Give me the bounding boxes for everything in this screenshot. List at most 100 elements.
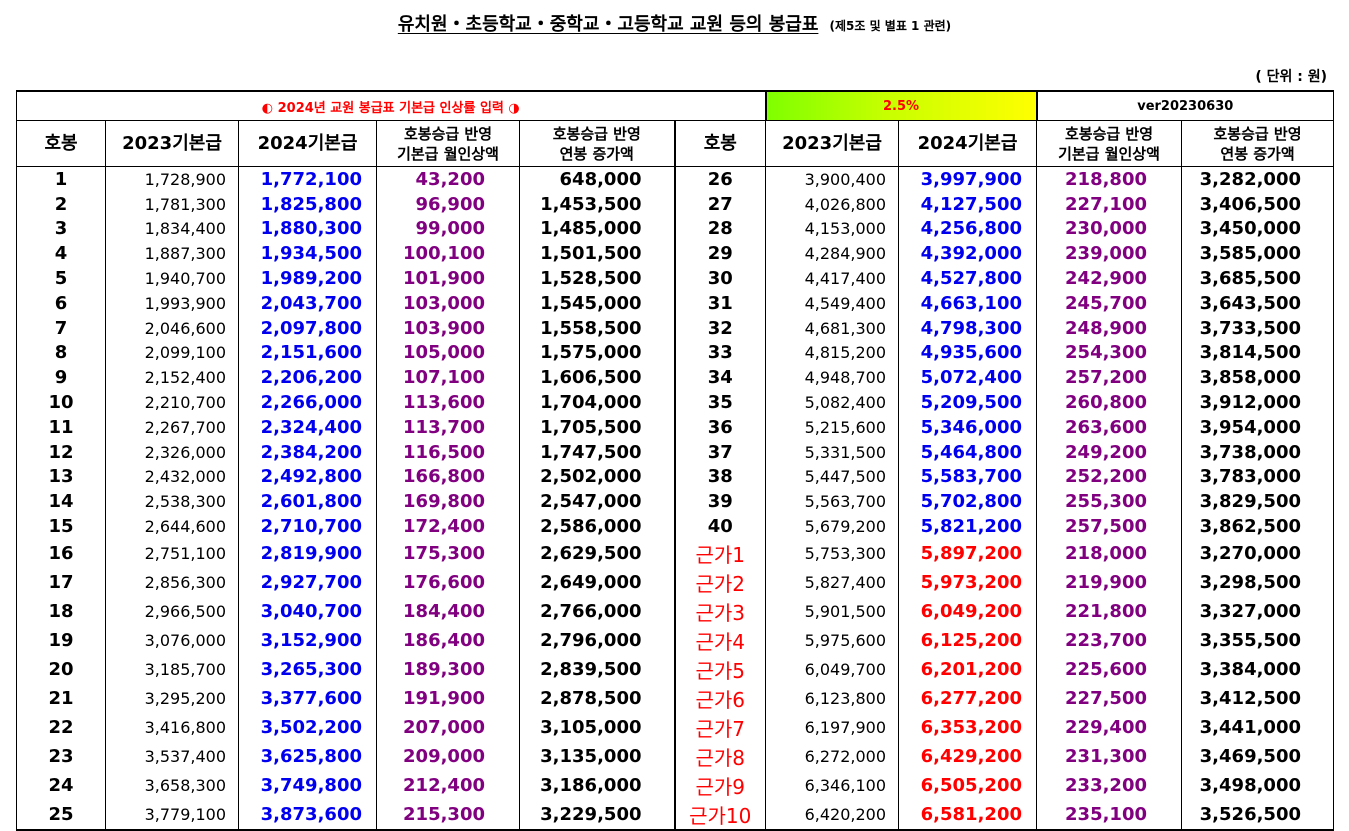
left-pay-2023-cell: 2,966,500: [105, 596, 239, 626]
header-annual-increase-line1: 호봉승급 반영: [552, 124, 641, 143]
right-annual-increase-cell: 3,738,000: [1180, 439, 1335, 465]
right-annual-increase-cell: 3,954,000: [1180, 414, 1335, 440]
left-annual-increase-cell: 1,747,500: [519, 439, 675, 465]
right-annual-increase-cell: 3,814,500: [1180, 340, 1335, 366]
right-pay-2024-cell: 6,581,200: [898, 799, 1037, 831]
left-pay-2024-cell: 3,625,800: [238, 741, 377, 771]
right-pay-2023-cell: 5,827,400: [765, 567, 899, 597]
left-pay-2024-cell: 2,601,800: [238, 489, 377, 515]
right-annual-increase-cell: 3,858,000: [1180, 365, 1335, 391]
left-pay-2023-cell: 3,416,800: [105, 712, 239, 742]
header-monthly-raise-right-line1: 호봉승급 반영: [1064, 124, 1154, 143]
left-step-cell: 12: [16, 439, 106, 465]
left-pay-2023-cell: 3,076,000: [105, 625, 239, 655]
right-monthly-raise-cell: 242,900: [1036, 266, 1182, 291]
table-row: 10 2,210,700 2,266,000 113,600 1,704,000 35 5,…: [16, 390, 1335, 415]
right-step-cell: 근가5: [673, 654, 766, 684]
left-monthly-raise-cell: 215,300: [376, 799, 520, 831]
left-pay-2023-cell: 2,046,600: [105, 315, 239, 341]
header-step-right: 호봉: [673, 120, 766, 167]
right-pay-2023-cell: 6,049,700: [765, 654, 899, 684]
left-pay-2024-cell: 3,502,200: [238, 712, 377, 742]
left-monthly-raise-cell: 43,200: [376, 166, 520, 192]
header-annual-increase: 호봉승급 반영 연봉 증가액: [519, 120, 675, 167]
left-step-cell: 1: [16, 166, 106, 192]
right-pay-2023-cell: 4,026,800: [765, 191, 899, 217]
left-monthly-raise-cell: 169,800: [376, 489, 520, 515]
right-monthly-raise-cell: 231,300: [1036, 741, 1182, 771]
left-monthly-raise-cell: 99,000: [376, 216, 520, 242]
left-monthly-raise-cell: 103,900: [376, 315, 520, 341]
right-pay-2023-cell: 6,346,100: [765, 770, 899, 800]
table-row: 25 3,779,100 3,873,600 215,300 3,229,500 근가10…: [16, 799, 1335, 831]
right-annual-increase-cell: 3,450,000: [1180, 216, 1335, 242]
left-monthly-raise-cell: 191,900: [376, 683, 520, 713]
right-pay-2024-cell: 5,897,200: [898, 538, 1037, 568]
left-pay-2023-cell: 2,210,700: [105, 390, 239, 415]
rate-input-cell[interactable]: 2.5%: [765, 90, 1037, 121]
left-annual-increase-cell: 3,105,000: [519, 712, 675, 742]
left-annual-increase-cell: 1,575,000: [519, 340, 675, 366]
right-annual-increase-cell: 3,412,500: [1180, 683, 1335, 713]
left-step-cell: 17: [16, 567, 106, 597]
right-monthly-raise-cell: 230,000: [1036, 216, 1182, 242]
left-pay-2024-cell: 2,384,200: [238, 439, 377, 465]
right-annual-increase-cell: 3,441,000: [1180, 712, 1335, 742]
right-monthly-raise-cell: 249,200: [1036, 439, 1182, 465]
table-row: 24 3,658,300 3,749,800 212,400 3,186,000 근가9 6…: [16, 770, 1335, 800]
left-monthly-raise-cell: 100,100: [376, 241, 520, 267]
table-row: 15 2,644,600 2,710,700 172,400 2,586,000 40 5,…: [16, 514, 1335, 539]
right-pay-2024-cell: 6,201,200: [898, 654, 1037, 684]
header-monthly-raise-right-line2: 기본급 월인상액: [1058, 144, 1160, 163]
right-annual-increase-cell: 3,862,500: [1180, 514, 1335, 539]
left-pay-2023-cell: 3,658,300: [105, 770, 239, 800]
right-annual-increase-cell: 3,384,000: [1180, 654, 1335, 684]
right-pay-2023-cell: 5,215,600: [765, 414, 899, 440]
table-row: 7 2,046,600 2,097,800 103,900 1,558,500 32 4,6…: [16, 315, 1335, 341]
left-annual-increase-cell: 1,528,500: [519, 266, 675, 291]
right-monthly-raise-cell: 218,800: [1036, 166, 1182, 192]
version-label: ver20230630: [1035, 90, 1335, 121]
left-pay-2024-cell: 2,710,700: [238, 514, 377, 539]
left-annual-increase-cell: 2,586,000: [519, 514, 675, 539]
left-monthly-raise-cell: 113,700: [376, 414, 520, 440]
table-row: 5 1,940,700 1,989,200 101,900 1,528,500 30 4,4…: [16, 266, 1335, 291]
left-pay-2024-cell: 1,934,500: [238, 241, 377, 267]
header-step: 호봉: [16, 120, 106, 167]
left-pay-2024-cell: 3,040,700: [238, 596, 377, 626]
right-step-cell: 38: [673, 464, 766, 490]
right-pay-2023-cell: 6,123,800: [765, 683, 899, 713]
left-pay-2024-cell: 1,772,100: [238, 166, 377, 192]
left-pay-2024-cell: 2,492,800: [238, 464, 377, 490]
left-monthly-raise-cell: 166,800: [376, 464, 520, 490]
right-pay-2024-cell: 5,464,800: [898, 439, 1037, 465]
right-pay-2024-cell: 5,821,200: [898, 514, 1037, 539]
right-step-cell: 근가4: [673, 625, 766, 655]
table-row: 9 2,152,400 2,206,200 107,100 1,606,500 34 4,9…: [16, 365, 1335, 391]
left-pay-2023-cell: 1,940,700: [105, 266, 239, 291]
table-row: 8 2,099,100 2,151,600 105,000 1,575,000 33 4,8…: [16, 340, 1335, 366]
left-annual-increase-cell: 1,485,000: [519, 216, 675, 242]
page-title: 유치원・초등학교・중학교・고등학교 교원 등의 봉급표: [397, 14, 819, 35]
left-pay-2024-cell: 2,206,200: [238, 365, 377, 391]
left-pay-2024-cell: 2,097,800: [238, 315, 377, 341]
right-pay-2023-cell: 5,563,700: [765, 489, 899, 515]
table-row: 14 2,538,300 2,601,800 169,800 2,547,000 39 5,…: [16, 489, 1335, 515]
header-annual-increase-line2: 연봉 증가액: [559, 144, 634, 163]
left-pay-2024-cell: 3,377,600: [238, 683, 377, 713]
header-annual-increase-right-line1: 호봉승급 반영: [1213, 124, 1302, 143]
right-monthly-raise-cell: 223,700: [1036, 625, 1182, 655]
left-pay-2024-cell: 3,749,800: [238, 770, 377, 800]
right-step-cell: 28: [673, 216, 766, 242]
left-pay-2024-cell: 3,873,600: [238, 799, 377, 831]
header-pay-2023: 2023기본급: [105, 120, 239, 167]
title-note: (제5조 및 별표 1 관련): [829, 19, 952, 33]
right-step-cell: 근가3: [673, 596, 766, 626]
right-annual-increase-cell: 3,733,500: [1180, 315, 1335, 341]
right-annual-increase-cell: 3,469,500: [1180, 741, 1335, 771]
right-pay-2023-cell: 4,284,900: [765, 241, 899, 267]
left-annual-increase-cell: 2,547,000: [519, 489, 675, 515]
right-step-cell: 근가1: [673, 538, 766, 568]
right-monthly-raise-cell: 263,600: [1036, 414, 1182, 440]
left-step-cell: 20: [16, 654, 106, 684]
